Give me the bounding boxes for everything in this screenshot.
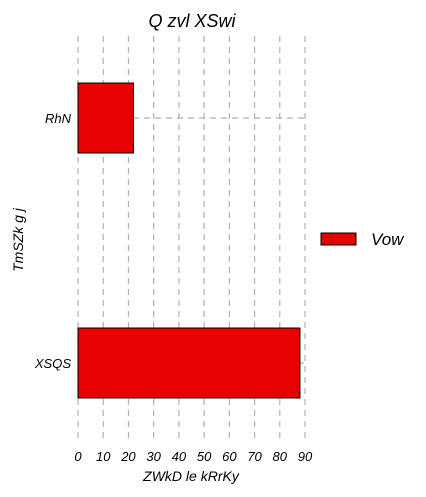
- y-tick-label: XSQS: [34, 356, 71, 371]
- x-tick-label: 0: [74, 449, 82, 464]
- x-tick-label: 40: [172, 449, 187, 464]
- x-tick-label: 60: [222, 449, 237, 464]
- y-tick-label: RhN: [45, 111, 72, 126]
- x-tick-label: 20: [120, 449, 136, 464]
- legend: Vow: [320, 230, 405, 249]
- x-tick-label: 80: [273, 449, 288, 464]
- x-tick-label: 10: [96, 449, 111, 464]
- x-tick-label: 30: [146, 449, 161, 464]
- chart-title: Q zvl XSwi: [148, 11, 236, 31]
- x-tick-label: 90: [298, 449, 313, 464]
- x-tick-label: 50: [197, 449, 212, 464]
- legend-swatch: [320, 232, 357, 246]
- bars: [77, 82, 301, 399]
- x-tick-labels: 0 10 20 30 40 50 60 70 80 90: [74, 449, 313, 464]
- bar: [77, 82, 134, 154]
- y-tick-labels: RhN XSQS: [34, 111, 72, 371]
- x-axis-label: ZWkD le kRrKy: [142, 468, 240, 484]
- legend-label: Vow: [371, 230, 405, 249]
- y-axis-label: TmSZk g j: [10, 207, 26, 272]
- bar: [77, 327, 301, 399]
- x-tick-label: 70: [247, 449, 262, 464]
